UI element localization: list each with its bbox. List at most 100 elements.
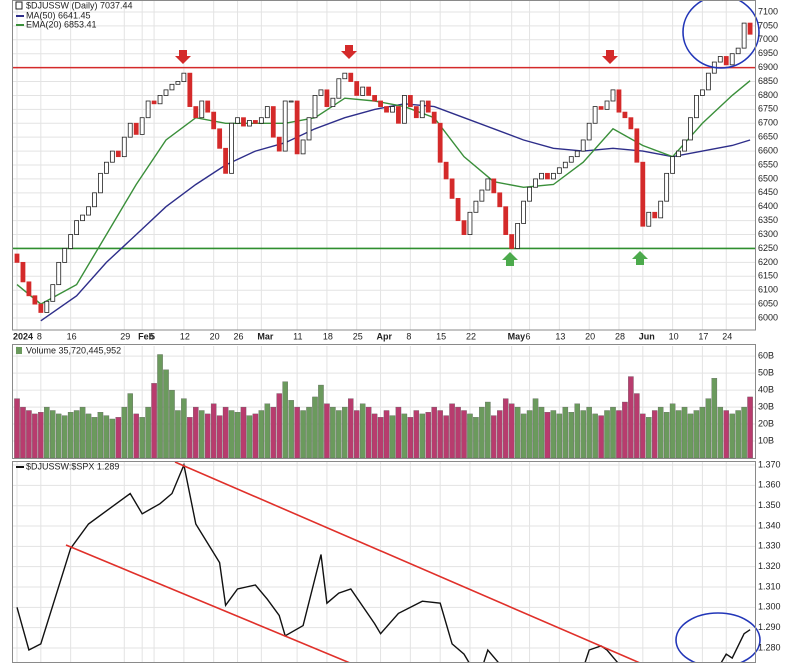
volume-bar: [646, 417, 652, 458]
volume-bar: [538, 406, 545, 458]
candle-body: [670, 156, 675, 174]
volume-bar: [729, 413, 735, 458]
volume-bar: [526, 410, 533, 458]
volume-bar: [359, 403, 366, 458]
arrow-up: [502, 252, 518, 266]
x-tick-label: 20: [585, 331, 595, 341]
candle-body: [252, 120, 258, 124]
y-tick-label: 7000: [758, 34, 778, 44]
volume-bar: [270, 406, 277, 458]
x-tick-label: 28: [615, 331, 625, 341]
candle-body: [527, 186, 532, 202]
candle-body: [282, 100, 288, 152]
volume-bar: [234, 412, 241, 458]
arrow-down: [602, 50, 618, 64]
panel-frame: [12, 0, 756, 331]
candle-body: [729, 53, 735, 66]
y-tick-label: 6850: [758, 76, 778, 86]
volume-bar: [79, 406, 86, 458]
trend-line: [174, 462, 641, 663]
candle-body: [467, 211, 473, 235]
candle-body: [229, 122, 234, 174]
volume-bar: [610, 406, 616, 458]
volume-bar: [425, 412, 431, 458]
volume-bar: [443, 415, 449, 458]
ratio-title: $DJUSSW:$SPX 1.289: [26, 461, 119, 471]
volume-bar: [306, 406, 312, 458]
candle-body: [247, 120, 252, 127]
volume-bar: [97, 412, 104, 458]
volume-bar: [67, 412, 74, 458]
volume-bar: [735, 410, 741, 458]
candle-body: [479, 189, 485, 202]
x-tick-label: May: [508, 331, 526, 341]
candle-body: [288, 100, 294, 103]
volume-bar: [741, 406, 747, 458]
volume-bar: [342, 406, 348, 458]
candle-body: [461, 220, 467, 235]
x-tick-label: 17: [698, 331, 708, 341]
x-tick-label: 22: [466, 331, 476, 341]
volume-bar: [497, 410, 503, 458]
volume-bar: [431, 406, 437, 458]
ratio-panel: [16, 462, 751, 663]
candle-body: [515, 223, 521, 249]
candle-body: [747, 22, 753, 35]
candle-body: [145, 100, 151, 119]
candle-body: [700, 89, 705, 96]
y-tick-label: 6350: [758, 215, 778, 225]
candle-body: [401, 95, 407, 124]
y-tick-label: 6100: [758, 285, 778, 295]
x-tick-label: 6: [526, 331, 531, 341]
y-tick-label: 1.320: [758, 561, 781, 571]
candle-body: [419, 100, 425, 119]
y-tick-label: 1.300: [758, 602, 781, 612]
candle-body: [109, 150, 115, 163]
y-tick-label: 6300: [758, 229, 778, 239]
candle-body: [133, 122, 139, 135]
volume-bar: [556, 413, 563, 458]
candle-body: [98, 172, 103, 194]
candle-body: [270, 106, 276, 138]
candle-body: [258, 117, 264, 124]
y-tick-label: 6400: [758, 201, 778, 211]
x-tick-label: 16: [67, 331, 77, 341]
volume-bar: [199, 410, 205, 458]
volume-panel: [14, 354, 753, 458]
volume-bar: [246, 415, 253, 458]
volume-bar: [32, 413, 38, 458]
volume-bar: [222, 406, 229, 458]
candle-body: [485, 178, 491, 191]
x-tick-label: Mar: [257, 331, 274, 341]
legend-icon: [16, 347, 22, 354]
candle-body: [586, 122, 592, 141]
legend-entry: EMA(20) 6853.41: [26, 19, 97, 29]
candle-body: [378, 100, 383, 107]
y-tick-label: 1.280: [758, 642, 781, 652]
volume-bar: [109, 418, 116, 458]
x-tick-label: Apr: [377, 331, 393, 341]
candle-body: [26, 281, 32, 297]
x-tick-label: 15: [436, 331, 446, 341]
volume-bar: [353, 410, 360, 458]
volume-bar: [282, 381, 288, 458]
x-tick-label: 20: [210, 331, 220, 341]
volume-bar: [640, 413, 646, 458]
volume-bar: [163, 369, 169, 458]
volume-bar: [121, 406, 128, 458]
volume-bar: [723, 410, 729, 458]
candle-body: [32, 295, 38, 305]
volume-bar: [371, 413, 378, 458]
candle-body: [336, 78, 342, 99]
candle-body: [688, 117, 693, 141]
volume-title: Volume 35,720,445,952: [26, 345, 121, 355]
candle-body: [372, 95, 378, 102]
price-panel: [12, 22, 755, 322]
volume-bar: [336, 410, 342, 458]
candle-body: [175, 81, 181, 85]
candle-body: [622, 111, 628, 119]
candle-body: [628, 117, 634, 130]
volume-bar: [383, 410, 390, 458]
volume-bar: [50, 410, 56, 458]
candle-body: [306, 117, 312, 141]
